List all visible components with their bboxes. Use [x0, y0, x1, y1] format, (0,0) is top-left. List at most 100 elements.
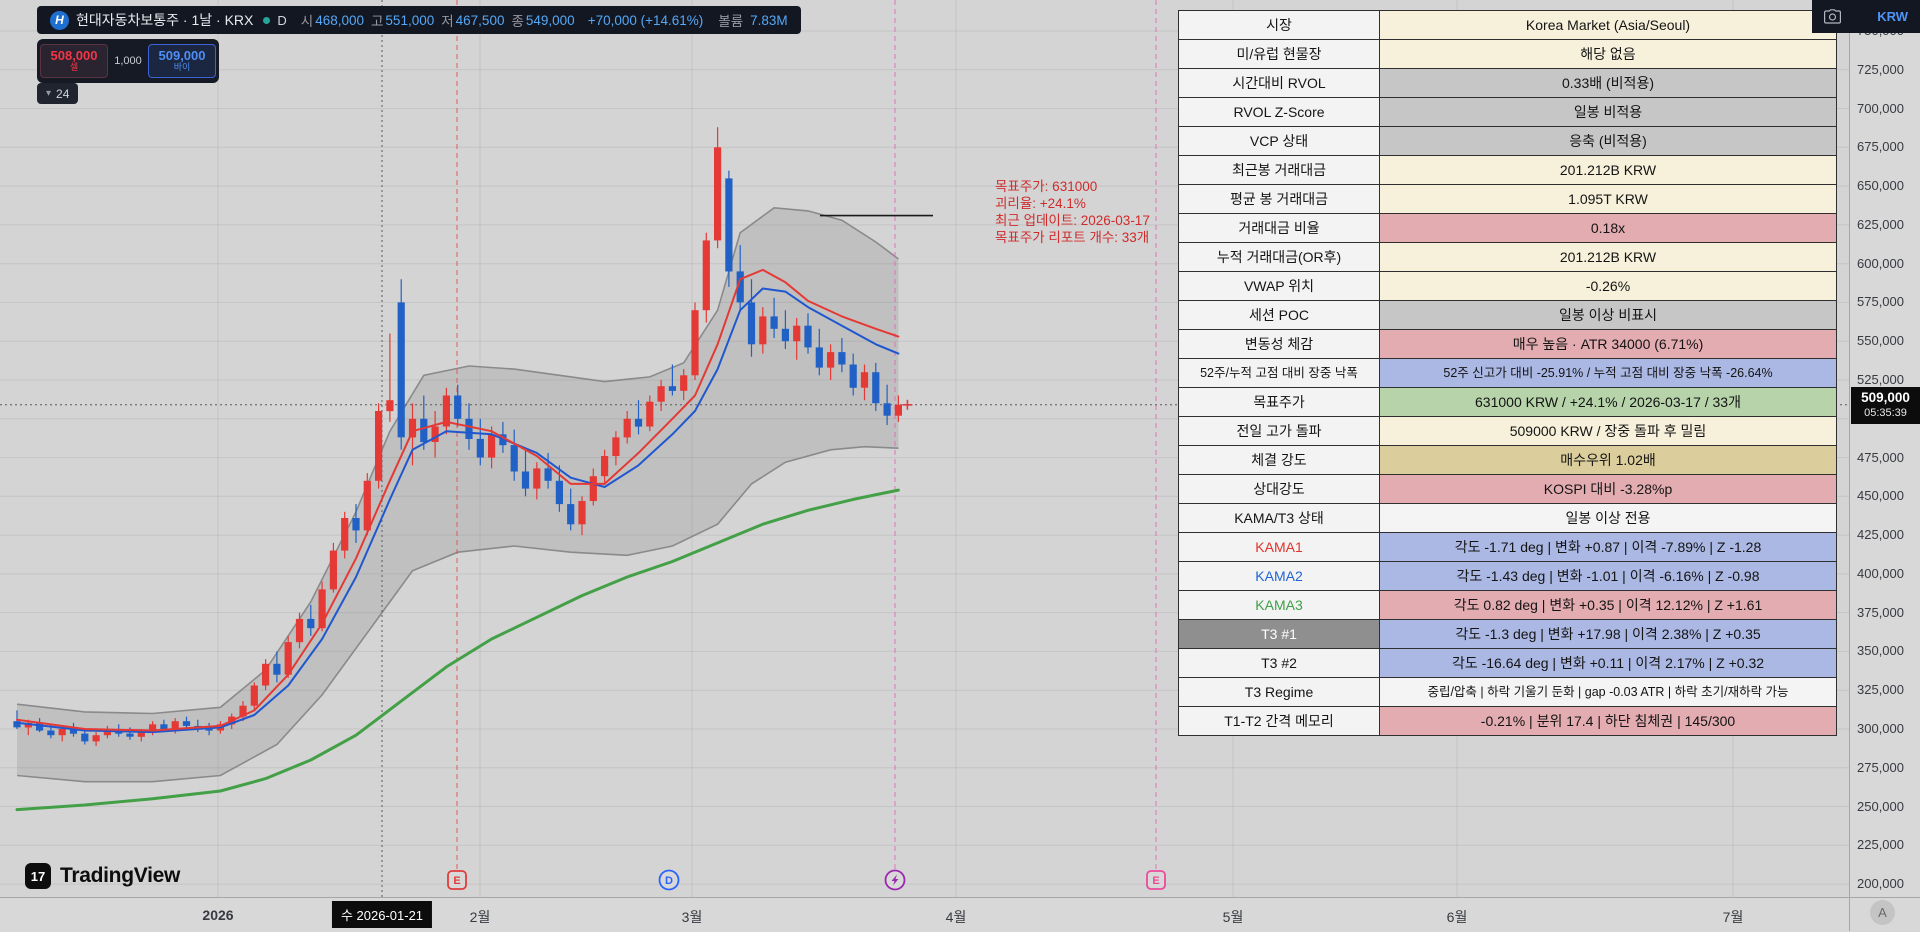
info-row-label: 세션 POC	[1179, 301, 1380, 330]
price-axis-label: 725,000	[1857, 61, 1904, 77]
currency-toggle[interactable]: KRW	[1877, 9, 1908, 24]
price-axis-label: 575,000	[1857, 294, 1904, 310]
info-row-value: 해당 없음	[1380, 40, 1837, 69]
tradingview-logo[interactable]: 17 TradingView	[25, 863, 180, 889]
info-row-value: 631000 KRW / +24.1% / 2026-03-17 / 33개	[1380, 388, 1837, 417]
event-marker-letter: E	[1152, 875, 1159, 887]
info-row-value: 509000 KRW / 장중 돌파 후 밀림	[1380, 417, 1837, 446]
open-value: 468,000	[315, 12, 364, 28]
info-row-label: T1-T2 간격 메모리	[1179, 707, 1380, 736]
trade-widget: 508,000 셀 1,000 509,000 바이	[37, 39, 219, 83]
time-axis[interactable]: 2026 2월 3월 4월 5월 6월 7월 수 2026-01-21	[0, 897, 1849, 932]
price-axis-label: 450,000	[1857, 488, 1904, 504]
info-row-value: 각도 -1.71 deg | 변화 +0.87 | 이격 -7.89% | Z …	[1380, 533, 1837, 562]
info-row-label: 체결 강도	[1179, 446, 1380, 475]
annotation-line: 목표주가: 631000	[995, 179, 1098, 194]
info-row-label: 전일 고가 돌파	[1179, 417, 1380, 446]
sell-button[interactable]: 508,000 셀	[40, 44, 108, 78]
info-row-label: KAMA1	[1179, 533, 1380, 562]
info-row-value: 0.33배 (비적용)	[1380, 69, 1837, 98]
info-row-label: 상대강도	[1179, 475, 1380, 504]
info-row-value: -0.21% | 분위 17.4 | 하단 침체권 | 145/300	[1380, 707, 1837, 736]
change-value: +70,000 (+14.61%)	[587, 12, 704, 28]
info-row-label: T3 #2	[1179, 649, 1380, 678]
lightning-icon	[891, 874, 899, 886]
sell-label: 셀	[69, 62, 79, 73]
price-axis-label: 625,000	[1857, 216, 1904, 232]
market-status-icon	[263, 16, 271, 24]
info-row-value: 응축 (비적용)	[1380, 127, 1837, 156]
tradingview-mark-icon: 17	[25, 863, 51, 889]
target-price-annotation: 목표주가: 631000 괴리율: +24.1% 최근 업데이트: 2026-0…	[995, 178, 1150, 246]
close-value: 549,000	[525, 12, 575, 28]
info-row-value: 1.095T KRW	[1380, 185, 1837, 214]
high-label: 고	[371, 14, 384, 29]
info-row-label: RVOL Z-Score	[1179, 98, 1380, 127]
event-marker[interactable]	[658, 869, 680, 891]
price-axis-label: 475,000	[1857, 449, 1904, 465]
price-axis-label: 675,000	[1857, 139, 1904, 155]
info-row-label: T3 #1	[1179, 620, 1380, 649]
chip-count: 24	[56, 86, 70, 101]
info-row-value: 52주 신고가 대비 -25.91% / 누적 고점 대비 장중 낙폭 -26.…	[1380, 359, 1837, 388]
chart-area[interactable]: E D E H 현대자동차보통주 · 1날 · KRX D 시 468,000 고 55…	[0, 0, 1849, 897]
symbol-title[interactable]: 현대자동차보통주 · 1날 · KRX	[76, 12, 254, 28]
time-axis-label: 7월	[1722, 909, 1744, 925]
volume-value: 7.83M	[750, 12, 788, 28]
price-axis-label: 425,000	[1857, 527, 1904, 543]
info-row-label: KAMA3	[1179, 591, 1380, 620]
event-marker-letter: E	[453, 875, 460, 887]
price-axis-label: 250,000	[1857, 798, 1904, 814]
info-row-label: 변동성 체감	[1179, 330, 1380, 359]
camera-icon[interactable]	[1824, 9, 1841, 24]
price-axis-label: 600,000	[1857, 255, 1904, 271]
price-axis[interactable]: 750,000725,000700,000675,000650,000625,0…	[1849, 0, 1920, 897]
time-axis-label: 6월	[1446, 909, 1468, 925]
info-row-value: 각도 0.82 deg | 변화 +0.35 | 이격 12.12% | Z +…	[1380, 591, 1837, 620]
low-value: 467,500	[455, 12, 505, 28]
open-label: 시	[300, 14, 314, 29]
info-row-label: 시장	[1179, 11, 1380, 40]
info-row-value: 일봉 이상 비표시	[1380, 301, 1837, 330]
info-row-label: VWAP 위치	[1179, 272, 1380, 301]
info-row-label: 시간대비 RVOL	[1179, 69, 1380, 98]
ohlc-readout: 시 468,000 고 551,000 저 467,500 종 549,000	[296, 10, 575, 30]
price-axis-label: 325,000	[1857, 682, 1904, 698]
time-axis-label: 2월	[469, 909, 491, 925]
buy-button[interactable]: 509,000 바이	[148, 44, 216, 78]
auto-scale-button[interactable]: A	[1870, 900, 1895, 925]
info-row-value: 201.212B KRW	[1380, 156, 1837, 185]
countdown-timer: 05:35:39	[1864, 407, 1907, 419]
time-axis-label: 4월	[945, 909, 967, 925]
low-label: 저	[441, 14, 454, 29]
event-marker[interactable]	[447, 870, 467, 890]
info-row-value: 각도 -16.64 deg | 변화 +0.11 | 이격 2.17% | Z …	[1380, 649, 1837, 678]
price-axis-label: 700,000	[1857, 100, 1904, 116]
info-row-label: 52주/누적 고점 대비 장중 낙폭	[1179, 359, 1380, 388]
price-axis-label: 400,000	[1857, 565, 1904, 581]
topbar-right: KRW	[1812, 0, 1920, 33]
price-axis-label: 275,000	[1857, 759, 1904, 775]
info-row-value: 각도 -1.3 deg | 변화 +17.98 | 이격 2.38% | Z +…	[1380, 620, 1837, 649]
info-row-value: 0.18x	[1380, 214, 1837, 243]
info-row-value: 매수우위 1.02배	[1380, 446, 1837, 475]
time-axis-label: 5월	[1222, 909, 1244, 925]
info-row-value: 일봉 이상 전용	[1380, 504, 1837, 533]
time-axis-label: 2026	[202, 907, 234, 923]
current-price-badge: 509,000 05:35:39	[1851, 387, 1920, 424]
info-row-label: VCP 상태	[1179, 127, 1380, 156]
candle-count-chip[interactable]: ▾ 24	[37, 83, 79, 104]
info-row-label: 미/유럽 현물장	[1179, 40, 1380, 69]
volume-label: 볼륨	[718, 14, 744, 29]
info-row-label: 평균 봉 거래대금	[1179, 185, 1380, 214]
info-row-label: 거래대금 비율	[1179, 214, 1380, 243]
high-value: 551,000	[385, 12, 435, 28]
event-marker[interactable]	[1146, 870, 1166, 890]
info-table: 시장 Korea Market (Asia/Seoul) 미/유럽 현물장 해당 없음…	[1178, 10, 1837, 736]
symbol-legend[interactable]: H 현대자동차보통주 · 1날 · KRX D 시 468,000 고 551,00…	[37, 6, 801, 34]
info-row-label: KAMA/T3 상태	[1179, 504, 1380, 533]
sell-price: 508,000	[50, 47, 98, 63]
tradingview-wordmark: TradingView	[60, 864, 181, 887]
price-axis-label: 650,000	[1857, 178, 1904, 194]
annotation-line: 최근 업데이트: 2026-03-17	[995, 213, 1150, 228]
